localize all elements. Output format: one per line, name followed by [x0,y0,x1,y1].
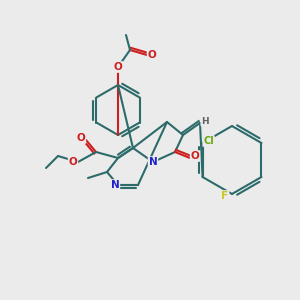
Text: O: O [190,151,200,161]
Text: O: O [114,62,122,72]
Text: N: N [148,157,158,167]
Text: O: O [69,157,77,167]
Text: Cl: Cl [203,136,214,146]
Text: F: F [221,191,229,201]
Text: O: O [148,50,156,60]
Text: O: O [76,133,85,143]
Text: H: H [201,116,209,125]
Text: N: N [111,180,119,190]
